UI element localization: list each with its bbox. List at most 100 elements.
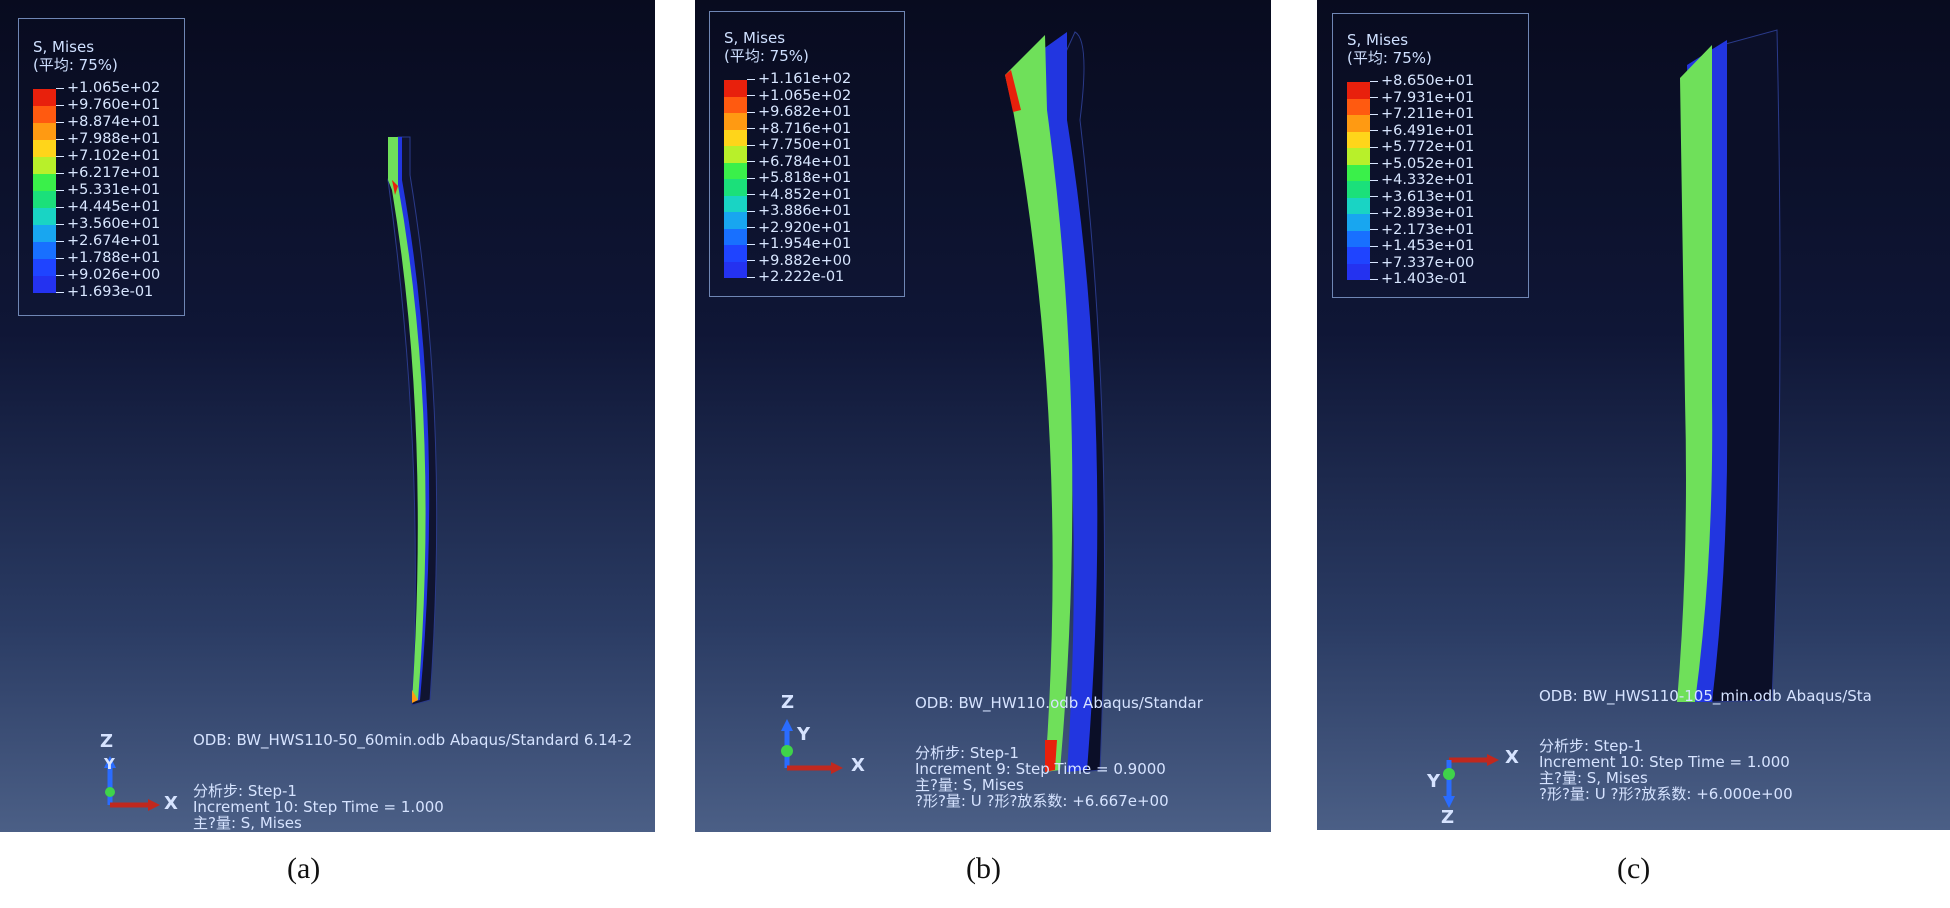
beam-model-a bbox=[387, 136, 438, 706]
legend-row: +7.211e+01 bbox=[1347, 106, 1522, 132]
legend-row: +2.893e+01 bbox=[1347, 205, 1522, 231]
viewport-b[interactable]: S, Mises (平均: 75%) +1.161e+02 +1.065e+02 +… bbox=[695, 0, 1271, 832]
legend-swatch bbox=[1347, 263, 1370, 280]
legend-value: +1.453e+01 bbox=[1370, 238, 1474, 255]
legend-row: +6.491e+01 bbox=[1347, 123, 1522, 148]
legend-row: +1.954e+01 bbox=[724, 236, 899, 262]
legend-row: +1.065e+02 bbox=[33, 80, 183, 106]
legend-value: +1.693e-01 bbox=[56, 284, 153, 301]
beam-green-face bbox=[1677, 45, 1713, 702]
legend-swatch bbox=[724, 228, 747, 245]
legend-swatch bbox=[724, 96, 747, 113]
legend-swatch bbox=[33, 106, 56, 123]
legend-swatch bbox=[33, 225, 56, 242]
legend-row: +1.065e+02 bbox=[724, 88, 899, 113]
step-info: 分析步: Step-1 Increment 10: Step Time = 1.… bbox=[1539, 738, 1793, 802]
beam-green-face bbox=[1005, 35, 1073, 772]
beam-model-c bbox=[1677, 29, 1781, 703]
legend-swatch bbox=[724, 261, 747, 278]
caption-a: (a) bbox=[287, 852, 321, 885]
legend-row: +6.217e+01 bbox=[33, 165, 183, 191]
legend-value: +4.852e+01 bbox=[747, 187, 851, 204]
legend-swatch bbox=[1347, 82, 1370, 99]
legend-value: +1.065e+02 bbox=[747, 88, 851, 105]
legend-swatch bbox=[1347, 197, 1370, 214]
legend-swatch bbox=[1347, 98, 1370, 115]
legend-swatch bbox=[724, 212, 747, 229]
legend-value: +5.331e+01 bbox=[56, 182, 160, 199]
color-scale: +1.161e+02 +1.065e+02 +9.682e+01 +8.716e+01… bbox=[724, 71, 899, 285]
viewport-a[interactable]: S, Mises (平均: 75%) +1.065e+02 +9.760e+01 +… bbox=[0, 0, 655, 832]
caption-c: (c) bbox=[1617, 852, 1651, 885]
legend-swatch bbox=[724, 80, 747, 97]
legend-value: +4.445e+01 bbox=[56, 199, 160, 216]
legend-row: +4.332e+01 bbox=[1347, 172, 1522, 198]
deformation-line: ?形?量: U ?形?放系数: +6.000e+00 bbox=[1539, 785, 1793, 803]
axis-x-label: X bbox=[164, 793, 178, 814]
legend-value: +7.750e+01 bbox=[747, 137, 851, 154]
legend-row: +7.102e+01 bbox=[33, 148, 183, 174]
legend-value: +1.403e-01 bbox=[1370, 271, 1467, 288]
legend-subtitle: (平均: 75%) bbox=[1347, 49, 1432, 67]
legend-title: S, Mises bbox=[724, 29, 786, 47]
legend-value: +2.674e+01 bbox=[56, 233, 160, 250]
legend-swatch bbox=[724, 146, 747, 163]
legend-row: +5.818e+01 bbox=[724, 170, 899, 196]
legend-value: +7.988e+01 bbox=[56, 131, 160, 148]
legend-row: +7.931e+01 bbox=[1347, 90, 1522, 115]
legend-value: +9.682e+01 bbox=[747, 104, 851, 121]
legend-subtitle: (平均: 75%) bbox=[724, 47, 809, 65]
legend-swatch bbox=[1347, 131, 1370, 148]
legend-value: +5.052e+01 bbox=[1370, 156, 1474, 173]
legend-swatch bbox=[33, 140, 56, 157]
increment-line: Increment 10: Step Time = 1.000 bbox=[193, 798, 444, 816]
legend-value: +8.650e+01 bbox=[1370, 73, 1474, 90]
legend-swatch bbox=[33, 259, 56, 276]
legend-swatch bbox=[724, 195, 747, 212]
legend-swatch bbox=[724, 113, 747, 130]
variable-line: 主?量: S, Mises bbox=[915, 776, 1024, 794]
legend-value: +1.161e+02 bbox=[747, 71, 851, 88]
legend-row: +8.716e+01 bbox=[724, 121, 899, 146]
legend-swatch bbox=[33, 242, 56, 259]
legend-row: +9.760e+01 bbox=[33, 97, 183, 123]
legend-swatch bbox=[33, 208, 56, 225]
legend-swatch bbox=[724, 162, 747, 179]
legend-value: +1.065e+02 bbox=[56, 80, 160, 97]
legend-swatch bbox=[33, 174, 56, 191]
legend-title: S, Mises bbox=[33, 38, 95, 56]
caption-b: (b) bbox=[966, 852, 1001, 885]
legend-swatch bbox=[33, 191, 56, 208]
viewport-c[interactable]: S, Mises (平均: 75%) +8.650e+01 +7.931e+01 +… bbox=[1317, 0, 1950, 830]
odb-info: ODB: BW_HWS110-50_60min.odb Abaqus/Stand… bbox=[193, 731, 633, 749]
legend-value: +9.882e+00 bbox=[747, 253, 851, 270]
legend-row: +6.784e+01 bbox=[724, 154, 899, 179]
step-info: 分析步: Step-1 Increment 10: Step Time = 1.… bbox=[193, 783, 444, 831]
legend-swatch bbox=[33, 123, 56, 140]
legend-value: +1.788e+01 bbox=[56, 250, 160, 267]
legend-value: +2.893e+01 bbox=[1370, 205, 1474, 222]
odb-info: ODB: BW_HW110.odb Abaqus/Standar bbox=[915, 694, 1203, 712]
beam-green-face bbox=[388, 137, 426, 702]
legend-swatch bbox=[1347, 230, 1370, 247]
odb-info: ODB: BW_HWS110-105_min.odb Abaqus/Sta bbox=[1539, 687, 1872, 705]
legend-value: +1.954e+01 bbox=[747, 236, 851, 253]
variable-line: 主?量: S, Mises bbox=[1539, 769, 1648, 787]
color-scale: +8.650e+01 +7.931e+01 +7.211e+01 +6.491e+01… bbox=[1347, 73, 1522, 287]
legend-swatch bbox=[1347, 181, 1370, 198]
step-line: 分析步: Step-1 bbox=[1539, 737, 1643, 755]
legend-value: +9.760e+01 bbox=[56, 97, 160, 114]
axis-y-label: Y bbox=[104, 755, 115, 773]
legend-row: +4.852e+01 bbox=[724, 187, 899, 212]
axis-y-label: Y bbox=[797, 724, 811, 745]
legend-swatch bbox=[1347, 214, 1370, 231]
legend-swatch bbox=[33, 276, 56, 293]
increment-line: Increment 10: Step Time = 1.000 bbox=[1539, 753, 1790, 771]
legend-swatch bbox=[33, 89, 56, 106]
legend-swatch bbox=[1347, 164, 1370, 181]
legend-value: +3.560e+01 bbox=[56, 216, 160, 233]
legend-value: +4.332e+01 bbox=[1370, 172, 1474, 189]
legend-swatch bbox=[1347, 247, 1370, 264]
legend-row: +9.682e+01 bbox=[724, 104, 899, 130]
legend-row: +8.650e+01 bbox=[1347, 73, 1522, 99]
